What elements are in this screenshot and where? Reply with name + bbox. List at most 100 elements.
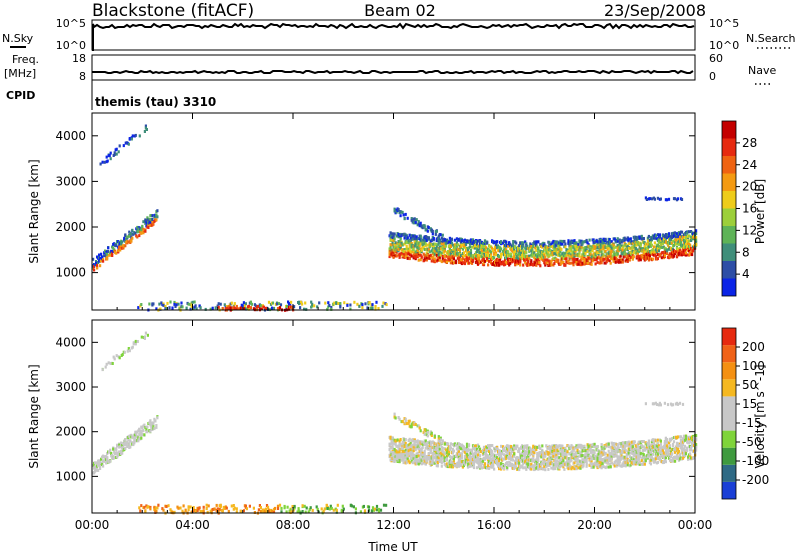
- range-gate-cell: [507, 250, 509, 253]
- range-gate-cell: [470, 254, 472, 257]
- range-gate-cell: [453, 257, 455, 260]
- range-gate-cell: [248, 305, 250, 308]
- range-gate-cell: [418, 463, 420, 466]
- range-gate-cell: [127, 240, 129, 243]
- range-gate-cell: [440, 233, 442, 236]
- range-gate-cell: [532, 460, 534, 463]
- range-gate-cell: [267, 506, 269, 509]
- range-gate-cell: [144, 510, 146, 513]
- range-gate-cell: [416, 455, 418, 458]
- range-gate-cell: [183, 504, 185, 507]
- range-gate-cell: [156, 507, 158, 510]
- y-tick-label: 1000: [55, 266, 86, 280]
- range-gate-cell: [129, 349, 131, 352]
- range-gate-cell: [525, 251, 527, 254]
- range-gate-cell: [594, 241, 596, 244]
- range-gate-cell: [460, 254, 462, 257]
- range-gate-cell: [127, 350, 129, 353]
- range-gate-cell: [484, 260, 486, 263]
- range-gate-cell: [180, 302, 182, 305]
- range-gate-cell: [138, 506, 140, 509]
- range-gate-cell: [562, 464, 564, 467]
- velocity-cells: [92, 332, 697, 515]
- range-gate-cell: [680, 241, 682, 244]
- range-gate-cell: [491, 450, 493, 453]
- range-gate-cell: [485, 246, 487, 249]
- range-gate-cell: [446, 261, 448, 264]
- range-gate-cell: [152, 223, 154, 226]
- range-gate-cell: [139, 509, 141, 512]
- range-gate-cell: [113, 456, 115, 459]
- range-gate-cell: [607, 258, 609, 261]
- range-gate-cell: [615, 261, 617, 264]
- range-gate-cell: [400, 214, 402, 217]
- range-gate-cell: [413, 221, 415, 224]
- range-gate-cell: [331, 507, 333, 510]
- range-gate-cell: [601, 250, 603, 253]
- range-gate-cell: [329, 508, 331, 511]
- range-gate-cell: [468, 449, 470, 452]
- range-gate-cell: [135, 134, 137, 137]
- range-gate-cell: [146, 425, 148, 428]
- range-gate-cell: [116, 148, 118, 151]
- range-gate-cell: [481, 252, 483, 255]
- range-gate-cell: [565, 453, 567, 456]
- range-gate-cell: [539, 451, 541, 454]
- range-gate-cell: [552, 240, 554, 243]
- range-gate-cell: [422, 453, 424, 456]
- range-gate-cell: [539, 447, 541, 450]
- range-gate-cell: [507, 445, 509, 448]
- range-gate-cell: [133, 441, 135, 444]
- colorbar-tick-label: 24: [742, 158, 757, 172]
- range-gate-cell: [493, 468, 495, 471]
- station-title: Blackstone (fitACF): [92, 1, 254, 21]
- range-gate-cell: [614, 253, 616, 256]
- range-gate-cell: [228, 510, 230, 513]
- range-gate-cell: [374, 305, 376, 308]
- range-gate-cell: [677, 197, 679, 200]
- range-gate-cell: [554, 456, 556, 459]
- range-gate-cell: [428, 452, 430, 455]
- range-gate-cell: [584, 252, 586, 255]
- range-gate-cell: [124, 244, 126, 247]
- range-gate-cell: [277, 507, 279, 510]
- range-gate-cell: [147, 226, 149, 229]
- range-gate-cell: [100, 253, 102, 256]
- range-gate-cell: [380, 509, 382, 512]
- range-gate-cell: [503, 467, 505, 470]
- y-tick-label: 3000: [55, 174, 86, 188]
- range-gate-cell: [140, 504, 142, 507]
- range-gate-cell: [613, 244, 615, 247]
- range-gate-cell: [271, 307, 273, 310]
- colorbar-segment: [722, 191, 736, 209]
- range-gate-cell: [646, 198, 648, 201]
- range-gate-cell: [414, 235, 416, 238]
- range-gate-cell: [630, 256, 632, 259]
- nsky-tick-bottom: 10^0: [56, 39, 86, 52]
- range-gate-cell: [654, 241, 656, 244]
- range-gate-cell: [411, 255, 413, 258]
- range-gate-cell: [633, 251, 635, 254]
- range-gate-cell: [669, 252, 671, 255]
- range-gate-cell: [563, 240, 565, 243]
- range-gate-cell: [587, 250, 589, 253]
- range-gate-cell: [445, 448, 447, 451]
- range-gate-cell: [448, 241, 450, 244]
- range-gate-cell: [482, 242, 484, 245]
- range-gate-cell: [102, 465, 104, 468]
- range-gate-cell: [121, 240, 123, 243]
- range-gate-cell: [617, 252, 619, 255]
- range-gate-cell: [500, 240, 502, 243]
- range-gate-cell: [529, 447, 531, 450]
- range-gate-cell: [166, 302, 168, 305]
- range-gate-cell: [141, 225, 143, 228]
- range-gate-cell: [492, 461, 494, 464]
- range-gate-cell: [508, 254, 510, 257]
- range-gate-cell: [126, 445, 128, 448]
- range-gate-cell: [564, 243, 566, 246]
- range-gate-cell: [418, 220, 420, 223]
- range-gate-cell: [640, 258, 642, 261]
- range-gate-cell: [461, 456, 463, 459]
- range-gate-cell: [464, 455, 466, 458]
